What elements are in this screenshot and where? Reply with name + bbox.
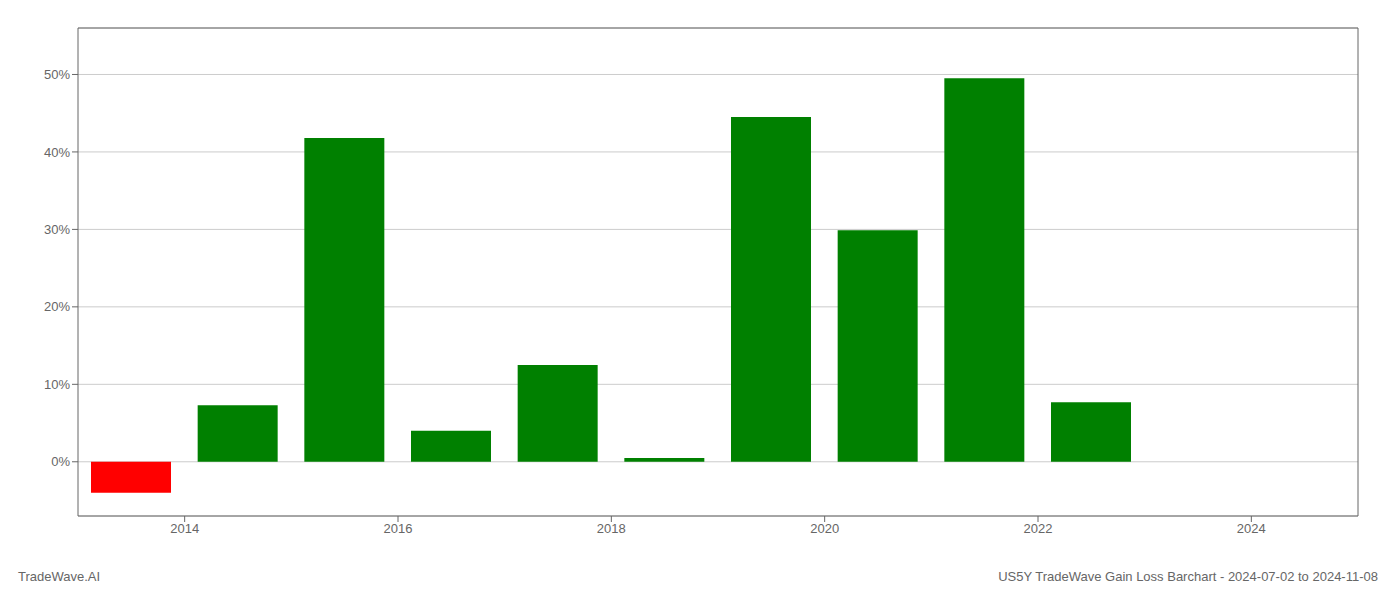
svg-text:2016: 2016 <box>384 521 413 536</box>
svg-text:2024: 2024 <box>1237 521 1266 536</box>
svg-text:50%: 50% <box>44 67 70 82</box>
svg-text:2014: 2014 <box>170 521 199 536</box>
html-text:US5Y TradeWave Gain Loss Barch: US5Y TradeWave Gain Loss Barchart - 2024… <box>998 569 1378 584</box>
svg-text:0%: 0% <box>51 454 70 469</box>
svg-text:30%: 30% <box>44 222 70 237</box>
svg-text:2020: 2020 <box>810 521 839 536</box>
svg-text:40%: 40% <box>44 145 70 160</box>
html-text:TradeWave.AI: TradeWave.AI <box>18 569 101 584</box>
svg-text:20%: 20% <box>44 299 70 314</box>
svg-text:2022: 2022 <box>1024 521 1053 536</box>
svg-text:10%: 10% <box>44 377 70 392</box>
svg-text:2018: 2018 <box>597 521 626 536</box>
